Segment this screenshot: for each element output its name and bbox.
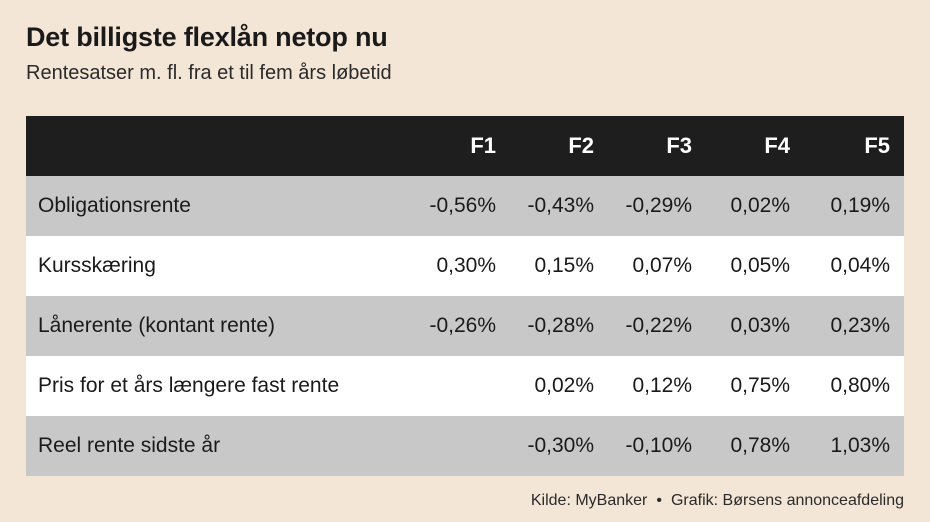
- header-cell-f1: F1: [470, 133, 496, 158]
- source-footer: Kilde: MyBanker • Grafik: Børsens annoncea…: [531, 492, 904, 510]
- table-cell: 1,03%: [830, 434, 890, 457]
- table-cell: 0,05%: [730, 254, 790, 277]
- table-row: Pris for et års længere fast rente 0,02%…: [26, 356, 904, 416]
- row-label: Reel rente sidste år: [38, 434, 221, 457]
- table-cell: 0,07%: [632, 254, 692, 277]
- table-cell: -0,30%: [527, 434, 594, 457]
- table-cell: -0,43%: [527, 194, 594, 217]
- header-cell-f4: F4: [764, 133, 790, 158]
- table-row: Obligationsrente -0,56% -0,43% -0,29% 0,…: [26, 176, 904, 236]
- row-label: Lånerente (kontant rente): [38, 314, 275, 337]
- table-cell: 0,03%: [730, 314, 790, 337]
- table-cell: 0,12%: [632, 374, 692, 397]
- credit-text: Grafik: Børsens annonceafdeling: [670, 492, 904, 509]
- table-row: Kursskæring 0,30% 0,15% 0,07% 0,05% 0,04…: [26, 236, 904, 296]
- table-header-row: F1 F2 F3 F4 F5: [26, 116, 904, 176]
- table-cell: 0,80%: [830, 374, 890, 397]
- table-row: Lånerente (kontant rente) -0,26% -0,28% …: [26, 296, 904, 356]
- table-cell: -0,29%: [625, 194, 692, 217]
- table-cell: 0,02%: [534, 374, 594, 397]
- header-cell-f5: F5: [864, 133, 890, 158]
- table-cell: 0,75%: [730, 374, 790, 397]
- table-cell: 0,23%: [830, 314, 890, 337]
- table-cell: 0,15%: [534, 254, 594, 277]
- header-cell-f2: F2: [568, 133, 594, 158]
- separator-dot: •: [656, 492, 662, 509]
- table-cell: 0,04%: [830, 254, 890, 277]
- table-cell: -0,10%: [625, 434, 692, 457]
- chart-title: Det billigste flexlån netop nu: [26, 22, 388, 52]
- table-cell: -0,28%: [527, 314, 594, 337]
- table-cell: -0,26%: [429, 314, 496, 337]
- table-row: Reel rente sidste år -0,30% -0,10% 0,78%…: [26, 416, 904, 476]
- table-cell: 0,19%: [830, 194, 890, 217]
- rates-table: F1 F2 F3 F4 F5 Obligationsrente -0,56% -…: [26, 116, 904, 476]
- row-label: Obligationsrente: [38, 194, 191, 217]
- table-cell: -0,56%: [429, 194, 496, 217]
- table-cell: 0,30%: [436, 254, 496, 277]
- table-cell: -0,22%: [625, 314, 692, 337]
- table-cell: 0,78%: [730, 434, 790, 457]
- chart-subtitle: Rentesatser m. fl. fra et til fem års lø…: [26, 62, 392, 84]
- row-label: Kursskæring: [38, 254, 156, 277]
- row-label: Pris for et års længere fast rente: [38, 374, 340, 397]
- source-text: Kilde: MyBanker: [530, 492, 648, 509]
- header-cell-f3: F3: [666, 133, 692, 158]
- table-cell: 0,02%: [730, 194, 790, 217]
